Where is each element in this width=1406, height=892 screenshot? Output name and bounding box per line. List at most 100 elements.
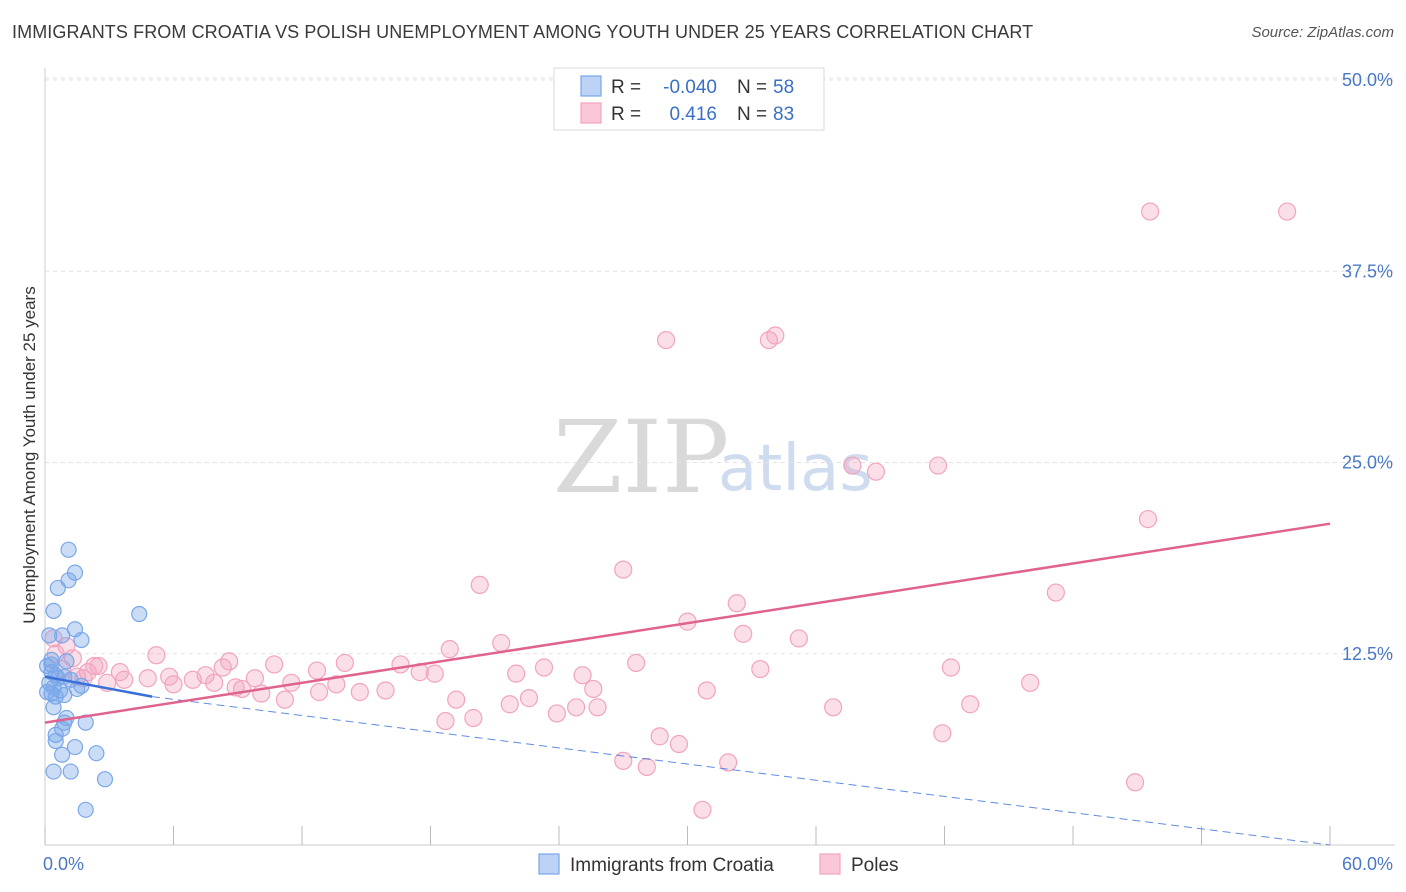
data-point-poles	[436, 711, 455, 731]
data-point-poles	[464, 708, 483, 728]
data-point-croatia	[43, 656, 60, 673]
axes	[44, 68, 1395, 846]
legend-n-value: 58	[773, 77, 794, 98]
data-point-croatia	[54, 746, 71, 763]
source-credit: Source: ZipAtlas.com	[1251, 24, 1394, 41]
data-point-poles	[626, 653, 646, 673]
data-point-poles	[160, 667, 179, 686]
data-point-poles	[614, 751, 633, 770]
data-point-poles	[110, 663, 130, 682]
data-point-poles	[1138, 510, 1158, 529]
data-point-poles	[376, 681, 395, 700]
data-point-poles	[183, 670, 202, 689]
y-tick-label: 12.5%	[1342, 644, 1393, 664]
data-point-poles	[584, 679, 603, 699]
data-point-poles	[275, 690, 294, 709]
data-point-poles	[500, 695, 519, 714]
data-point-poles	[766, 326, 785, 345]
data-point-poles	[350, 682, 369, 702]
data-point-poles	[547, 704, 566, 723]
y-tick-label: 37.5%	[1342, 261, 1393, 281]
data-point-croatia	[131, 605, 148, 623]
watermark-zip: ZIP	[553, 399, 729, 516]
legend-r-value: -0.040	[663, 77, 717, 98]
data-point-poles	[614, 560, 633, 579]
data-point-croatia	[60, 541, 77, 558]
data-point-poles	[573, 666, 592, 685]
data-point-poles	[327, 675, 346, 694]
trend-line-poles	[44, 522, 1331, 724]
chart-title: IMMIGRANTS FROM CROATIA VS POLISH UNEMPL…	[12, 22, 1034, 42]
data-point-poles	[693, 800, 712, 819]
data-point-croatia	[88, 745, 105, 762]
bottom-legend-swatch-poles	[819, 853, 841, 875]
legend-swatch-poles	[580, 102, 602, 124]
trend-line-croatia	[44, 675, 153, 698]
data-point-croatia	[47, 726, 64, 743]
y-tick-labels: 12.5% 25.0% 37.5% 50.0%	[1342, 70, 1393, 664]
data-point-poles	[928, 456, 948, 475]
data-point-poles	[734, 624, 753, 643]
data-point-poles	[961, 695, 980, 714]
data-point-poles	[307, 661, 327, 680]
data-point-poles	[727, 594, 746, 613]
data-point-poles	[669, 734, 689, 754]
stats-legend: R = -0.040 N = 58 R = 0.416 N = 83	[553, 67, 825, 131]
trend-lines	[44, 522, 1331, 846]
data-point-poles	[519, 689, 539, 708]
data-point-croatia	[45, 602, 62, 620]
data-point-poles	[147, 646, 166, 665]
data-point-poles	[425, 664, 444, 683]
x-tick-label: 0.0%	[43, 854, 84, 874]
data-point-poles	[789, 629, 808, 648]
y-tick-label: 50.0%	[1342, 70, 1393, 90]
data-point-poles	[205, 673, 224, 692]
data-point-poles	[310, 682, 329, 702]
data-point-croatia	[62, 763, 79, 780]
data-point-croatia	[54, 627, 71, 644]
data-point-croatia	[96, 771, 114, 788]
data-point-poles	[447, 690, 466, 709]
data-point-poles	[933, 724, 952, 743]
data-point-poles	[650, 727, 669, 746]
data-point-poles	[245, 669, 264, 688]
data-point-poles	[1046, 583, 1065, 602]
bottom-legend-label-poles: Poles	[851, 855, 899, 876]
legend-swatch-croatia	[580, 75, 602, 97]
legend-r-label: R =	[611, 104, 641, 125]
legend-n-label: N =	[737, 104, 767, 125]
data-point-poles	[1278, 202, 1297, 221]
data-point-poles	[759, 331, 778, 350]
watermark-atlas: atlas	[718, 432, 873, 506]
data-point-poles	[89, 656, 108, 676]
series-croatia-points	[44, 202, 1297, 819]
data-point-poles	[637, 757, 656, 777]
legend-r-label: R =	[611, 77, 641, 98]
x-tick-label: 60.0%	[1342, 854, 1393, 874]
y-tick-label: 25.0%	[1342, 453, 1393, 473]
data-point-croatia	[45, 699, 62, 716]
data-point-poles	[588, 698, 607, 717]
data-point-poles	[656, 331, 676, 350]
series-legend: Immigrants from Croatia Poles	[538, 853, 899, 876]
data-point-poles	[843, 456, 862, 475]
data-point-poles	[507, 664, 526, 683]
data-point-poles	[138, 669, 157, 688]
data-point-poles	[866, 462, 886, 481]
x-tick-labels: 0.0% 60.0%	[43, 854, 1393, 874]
legend-n-value: 83	[773, 104, 794, 125]
data-point-croatia	[60, 572, 77, 589]
bottom-legend-label-croatia: Immigrants from Croatia	[570, 855, 774, 876]
data-point-croatia	[66, 738, 84, 756]
data-point-poles	[335, 653, 354, 673]
data-point-poles	[751, 659, 770, 679]
data-point-poles	[534, 658, 554, 677]
gridlines	[45, 77, 1395, 655]
data-point-croatia	[45, 763, 62, 780]
data-point-poles	[941, 658, 961, 677]
data-point-poles	[492, 633, 511, 653]
data-point-poles	[391, 655, 410, 674]
data-point-croatia	[58, 653, 75, 670]
data-point-poles	[265, 655, 284, 674]
data-point-poles	[567, 698, 586, 717]
